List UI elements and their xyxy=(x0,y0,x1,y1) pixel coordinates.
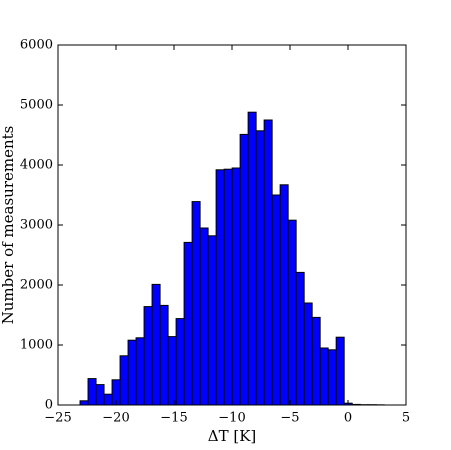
y-tick-label: 1000 xyxy=(20,338,53,353)
bar xyxy=(207,235,217,406)
y-tick-label: 4000 xyxy=(20,158,53,173)
y-tick-label: 2000 xyxy=(20,278,53,293)
bar xyxy=(295,271,305,406)
bar xyxy=(271,194,281,406)
bar xyxy=(183,241,193,406)
bar xyxy=(239,133,249,406)
x-tick-label: 5 xyxy=(402,411,410,426)
bar xyxy=(159,304,169,406)
bar xyxy=(279,184,289,406)
x-tick-label: 0 xyxy=(344,411,352,426)
bar xyxy=(231,167,241,406)
bar xyxy=(79,400,89,406)
bar xyxy=(247,111,257,406)
y-axis-label: Number of measurements xyxy=(0,126,17,325)
bar xyxy=(319,347,329,406)
bar xyxy=(95,384,105,406)
y-tick-label: 3000 xyxy=(20,218,53,233)
x-tick-label: −25 xyxy=(44,411,71,426)
y-tick-label: 0 xyxy=(45,398,53,413)
bar xyxy=(223,168,233,406)
bar xyxy=(255,130,265,406)
bar xyxy=(135,337,145,406)
bar xyxy=(151,283,161,406)
x-axis-label: ΔT [K] xyxy=(208,427,257,445)
y-tick-label: 5000 xyxy=(20,98,53,113)
bar xyxy=(263,119,273,406)
bar xyxy=(327,349,337,406)
bar xyxy=(167,336,177,406)
bar xyxy=(335,336,345,406)
bar xyxy=(103,393,113,406)
bar xyxy=(287,219,297,406)
bar xyxy=(215,169,225,406)
bar xyxy=(175,318,185,406)
bar xyxy=(303,302,313,406)
bar xyxy=(87,378,97,406)
x-tick-label: −5 xyxy=(280,411,299,426)
bar xyxy=(311,316,321,406)
x-tick-label: −10 xyxy=(218,411,245,426)
bar xyxy=(119,355,129,406)
y-tick-label: 6000 xyxy=(20,38,53,53)
bar xyxy=(127,339,137,406)
bar xyxy=(191,201,201,406)
bar xyxy=(143,306,153,406)
x-tick-label: −15 xyxy=(160,411,187,426)
x-tick-label: −20 xyxy=(102,411,129,426)
bar xyxy=(199,227,209,406)
